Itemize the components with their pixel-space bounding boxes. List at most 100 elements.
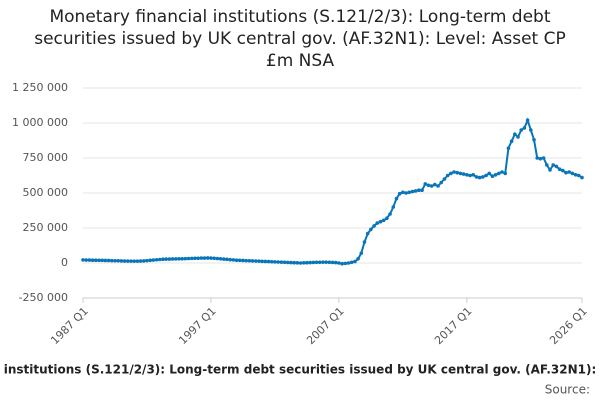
data-point [388, 212, 392, 216]
x-tick-label: 1987 Q1 [48, 305, 91, 348]
data-point [125, 259, 130, 263]
x-tick-label: 2007 Q1 [304, 305, 347, 348]
data-point [337, 261, 341, 265]
data-point [429, 184, 434, 188]
data-point [413, 189, 418, 193]
data-point [557, 167, 562, 171]
data-point [493, 173, 498, 177]
data-point [465, 173, 469, 177]
data-point [218, 257, 223, 261]
data-point [535, 156, 540, 160]
data-point [369, 227, 373, 232]
data-point [282, 260, 287, 265]
data-point [356, 257, 360, 261]
data-point [298, 261, 303, 265]
data-point [257, 259, 261, 263]
data-point [343, 261, 348, 266]
data-point [129, 259, 133, 263]
data-point [324, 260, 328, 264]
data-point [372, 224, 376, 228]
data-point [170, 257, 175, 261]
data-point [289, 260, 293, 265]
data-point [407, 190, 412, 195]
data-point [551, 163, 556, 167]
data-point [436, 184, 440, 188]
data-point [177, 257, 181, 261]
data-point [349, 260, 354, 265]
data-point [141, 259, 146, 263]
data-point [385, 216, 389, 220]
data-point [250, 259, 255, 263]
data-point [529, 128, 533, 132]
data-point [260, 259, 264, 264]
data-point [484, 173, 488, 178]
data-point [458, 171, 463, 176]
data-point [532, 138, 536, 142]
data-point [573, 173, 578, 177]
chart-title: Monetary financial institutions (S.121/2… [34, 7, 566, 71]
data-point [468, 173, 472, 178]
data-point [199, 256, 204, 260]
data-point [519, 128, 524, 132]
data-point [263, 259, 268, 264]
data-point [132, 259, 136, 263]
data-point [445, 173, 450, 178]
data-point [106, 258, 111, 263]
data-point [196, 256, 200, 261]
data-point [186, 256, 191, 261]
data-point [314, 260, 319, 265]
data-point [145, 258, 149, 263]
data-point [401, 190, 405, 195]
data-point [189, 256, 194, 261]
data-point [157, 257, 162, 262]
y-tick-label: 750 000 [23, 151, 69, 164]
data-point [308, 260, 312, 265]
x-tick-label: 2017 Q1 [432, 305, 475, 348]
data-point [449, 171, 453, 176]
data-point [285, 260, 290, 265]
data-point [202, 256, 207, 260]
data-point [538, 156, 543, 161]
data-point [321, 260, 325, 264]
data-point [215, 256, 220, 261]
data-point [452, 170, 456, 174]
data-point [97, 258, 101, 263]
data-point [516, 135, 520, 139]
caption: institutions (S.121/2/3): Long-term debt… [4, 363, 597, 377]
data-point [138, 259, 143, 263]
data-point [471, 173, 476, 177]
data-point [394, 196, 399, 201]
data-point [209, 256, 213, 260]
y-tick-label: 1 250 000 [12, 81, 68, 94]
data-point [417, 188, 421, 192]
data-point [151, 258, 156, 262]
data-point [410, 189, 415, 194]
data-point [477, 175, 482, 180]
data-point [381, 218, 386, 223]
data-line [82, 117, 583, 265]
data-point [522, 126, 527, 130]
data-point [442, 177, 447, 181]
data-point [506, 146, 511, 150]
data-point [378, 219, 383, 224]
data-point [148, 258, 152, 263]
data-point [93, 258, 98, 263]
x-tick-label: 2026 Q1 [547, 305, 590, 348]
data-point [567, 170, 572, 174]
data-point [193, 256, 197, 261]
data-point [212, 256, 216, 261]
data-point [391, 205, 396, 209]
data-point [253, 259, 258, 263]
data-point [359, 251, 364, 255]
data-point [273, 260, 277, 264]
data-point [362, 240, 367, 244]
data-point [497, 171, 501, 176]
data-point [135, 259, 140, 263]
data-point [237, 258, 242, 263]
data-point [231, 258, 236, 262]
y-tick-label: 250 000 [23, 221, 69, 234]
data-point [247, 258, 252, 263]
data-point [276, 260, 280, 264]
data-point [577, 173, 581, 178]
